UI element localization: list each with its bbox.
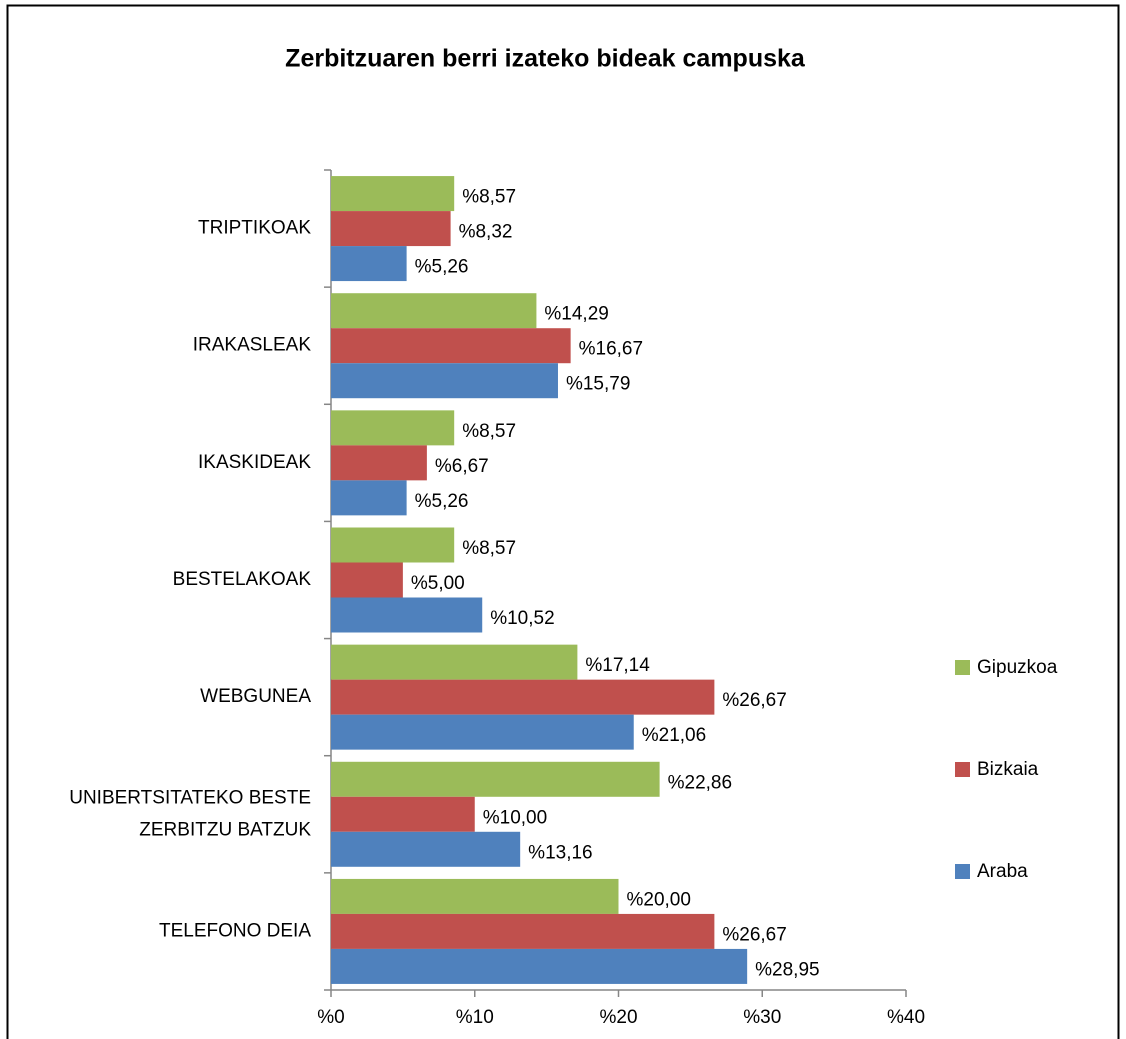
value-label: %5,00: [411, 573, 465, 594]
bar: [331, 363, 558, 399]
y-tick-label: IKASKIDEAK: [198, 452, 311, 473]
value-label: %14,29: [544, 304, 608, 325]
bar: [331, 644, 578, 680]
bar: [331, 445, 427, 481]
bar: [331, 679, 715, 715]
legend-label: Gipuzkoa: [977, 657, 1058, 678]
value-label: %17,14: [585, 655, 650, 676]
value-label: %5,26: [415, 257, 469, 278]
bar: [331, 176, 455, 212]
x-tick-label: %0: [317, 1007, 344, 1028]
value-label: %5,26: [415, 491, 469, 512]
y-tick-label: WEBGUNEA: [200, 686, 311, 707]
value-label: %13,16: [528, 842, 592, 863]
value-label: %8,57: [462, 538, 516, 559]
bar: [331, 293, 537, 329]
y-tick-label: BESTELAKOAK: [173, 569, 312, 590]
legend-label: Araba: [977, 861, 1028, 882]
x-tick-label: %40: [887, 1007, 925, 1028]
bar: [331, 831, 521, 867]
value-label: %8,32: [459, 222, 513, 243]
bar: [331, 527, 455, 563]
value-label: %6,67: [435, 456, 489, 477]
bar: [331, 328, 571, 364]
value-label: %26,67: [722, 924, 786, 945]
bar: [331, 796, 475, 832]
bar: [331, 878, 619, 914]
value-label: %8,57: [462, 421, 516, 442]
value-label: %10,00: [483, 807, 547, 828]
value-label: %16,67: [579, 339, 643, 360]
y-tick-label: TRIPTIKOAK: [198, 218, 311, 239]
chart-title: Zerbitzuaren berri izateko bideak campus…: [285, 45, 806, 73]
legend-swatch: [955, 864, 970, 879]
y-tick-label: IRAKASLEAK: [193, 335, 312, 356]
bar: [331, 714, 634, 750]
bar: [331, 480, 407, 516]
bar: [331, 913, 715, 949]
value-label: %10,52: [490, 608, 554, 629]
x-tick-label: %30: [743, 1007, 781, 1028]
y-tick-label: UNIBERTSITATEKO BESTE ZERBITZU BATZUK: [69, 787, 311, 840]
legend-swatch: [955, 660, 970, 675]
bar: [331, 211, 451, 247]
value-label: %8,57: [462, 187, 516, 208]
bar: [331, 948, 748, 984]
legend-swatch: [955, 762, 970, 777]
bar: [331, 597, 483, 633]
bar: [331, 410, 455, 446]
value-label: %15,79: [566, 374, 630, 395]
value-label: %26,67: [722, 690, 786, 711]
value-label: %28,95: [755, 959, 819, 980]
bar: [331, 246, 407, 282]
x-tick-label: %20: [599, 1007, 637, 1028]
x-tick-label: %10: [456, 1007, 494, 1028]
bar: [331, 761, 660, 797]
legend-label: Bizkaia: [977, 759, 1039, 780]
value-label: %22,86: [668, 772, 732, 793]
y-tick-label: TELEFONO DEIA: [159, 920, 311, 941]
bar: [331, 562, 403, 598]
chart-frame: [6, 4, 1120, 1039]
value-label: %21,06: [642, 725, 706, 746]
value-label: %20,00: [627, 889, 691, 910]
